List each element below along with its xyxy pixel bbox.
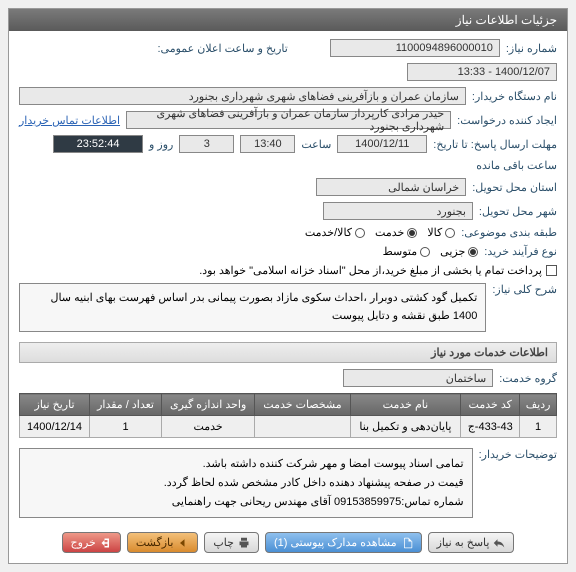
ptype-opt-small[interactable]: جزیی <box>440 245 478 258</box>
svc-group-value: ساختمان <box>343 369 493 387</box>
th-spec: مشخصات خدمت <box>255 394 350 416</box>
ptype-label: نوع فرآیند خرید: <box>484 245 557 258</box>
td-code: 433-43-ج <box>461 416 520 438</box>
td-spec <box>255 416 350 438</box>
th-name: نام خدمت <box>350 394 461 416</box>
table-header-row: ردیف کد خدمت نام خدمت مشخصات خدمت واحد ا… <box>20 394 557 416</box>
button-row: پاسخ به نیاز مشاهده مدارک پیوستی (1) چاپ… <box>19 524 557 555</box>
deadline-date-value: 1400/12/11 <box>337 135 427 153</box>
table-row: 1 433-43-ج پایان‌دهی و تکمیل بنا خدمت 1 … <box>20 416 557 438</box>
requester-value: حیدر مرادی کارپرداز سازمان عمران و بازآف… <box>126 111 451 129</box>
cat-opt-kala[interactable]: کالا <box>427 226 455 239</box>
need-no-value: 1100094896000010 <box>330 39 500 57</box>
hour-label-1: ساعت <box>301 138 331 151</box>
th-code: کد خدمت <box>461 394 520 416</box>
th-row: ردیف <box>520 394 557 416</box>
province-label: استان محل تحویل: <box>472 181 557 194</box>
cat-opt-both[interactable]: کالا/خدمت <box>305 226 365 239</box>
attachment-icon <box>401 537 413 549</box>
exit-button[interactable]: خروج <box>62 532 121 553</box>
services-table: ردیف کد خدمت نام خدمت مشخصات خدمت واحد ا… <box>19 393 557 438</box>
category-label: طبقه بندی موضوعی: <box>461 226 557 239</box>
deadline-time-value: 13:40 <box>240 135 295 153</box>
org-value: سازمان عمران و بازآفرینی فضاهای شهری شهر… <box>19 87 466 105</box>
buyer-notes-box: تمامی اسناد پیوست امضا و مهر شرکت کننده … <box>19 448 473 518</box>
buyer-notes-line3: شماره تماس:09153859975 آقای مهندس ریحانی… <box>28 493 464 512</box>
back-icon <box>177 537 189 549</box>
print-icon <box>238 537 250 549</box>
buyer-contact-link[interactable]: اطلاعات تماس خریدار <box>19 114 120 127</box>
requester-label: ایجاد کننده درخواست: <box>457 114 557 127</box>
need-details-panel: جزئیات اطلاعات نیاز شماره نیاز: 11000948… <box>8 8 568 564</box>
svc-group-label: گروه خدمت: <box>499 372 557 385</box>
print-button[interactable]: چاپ <box>204 532 259 553</box>
td-name: پایان‌دهی و تکمیل بنا <box>350 416 461 438</box>
th-unit: واحد اندازه گیری <box>162 394 255 416</box>
th-qty: تعداد / مقدار <box>90 394 162 416</box>
desc-value: تکمیل گود کشتی دوبرار ،احداث سکوی مازاد … <box>19 283 486 332</box>
days-left-value: 3 <box>179 135 234 153</box>
announce-date-value: 1400/12/07 - 13:33 <box>407 63 557 81</box>
ptype-radios: جزیی متوسط <box>383 245 479 258</box>
buyer-notes-line1: تمامی اسناد پیوست امضا و مهر شرکت کننده … <box>28 455 464 474</box>
td-row: 1 <box>520 416 557 438</box>
reply-icon <box>493 537 505 549</box>
need-no-label: شماره نیاز: <box>506 42 557 55</box>
city-label: شهر محل تحویل: <box>479 205 557 218</box>
days-and-label: روز و <box>149 138 173 151</box>
respond-button[interactable]: پاسخ به نیاز <box>428 532 515 553</box>
view-docs-button[interactable]: مشاهده مدارک پیوستی (1) <box>265 532 422 553</box>
deadline-label: مهلت ارسال پاسخ: تا تاریخ: <box>433 138 557 151</box>
buyer-notes-label: توضیحات خریدار: <box>479 448 557 461</box>
announce-date-label: تاریخ و ساعت اعلان عمومی: <box>157 42 287 55</box>
cat-opt-khedmat[interactable]: خدمت <box>375 226 417 239</box>
panel-body: شماره نیاز: 1100094896000010 تاریخ و ساع… <box>9 31 567 563</box>
treasury-check[interactable]: پرداخت تمام یا بخشی از مبلغ خرید،از محل … <box>199 264 557 277</box>
th-date: تاریخ نیاز <box>20 394 90 416</box>
category-radios: کالا خدمت کالا/خدمت <box>305 226 455 239</box>
back-button[interactable]: بازگشت <box>127 532 199 553</box>
time-left-value: 23:52:44 <box>53 135 143 153</box>
td-date: 1400/12/14 <box>20 416 90 438</box>
desc-label: شرح کلی نیاز: <box>492 283 557 296</box>
province-value: خراسان شمالی <box>316 178 466 196</box>
org-label: نام دستگاه خریدار: <box>472 90 557 103</box>
remain-label: ساعت باقی مانده <box>476 159 557 172</box>
city-value: بجنورد <box>323 202 473 220</box>
services-section-title: اطلاعات خدمات مورد نیاز <box>19 342 557 363</box>
ptype-opt-medium[interactable]: متوسط <box>383 245 431 258</box>
buyer-notes-line2: قیمت در صفحه پیشنهاد دهنده داخل کادر مشخ… <box>28 474 464 493</box>
td-unit: خدمت <box>162 416 255 438</box>
treasury-check-label: پرداخت تمام یا بخشی از مبلغ خرید،از محل … <box>199 264 542 277</box>
exit-icon <box>100 537 112 549</box>
panel-title: جزئیات اطلاعات نیاز <box>9 9 567 31</box>
td-qty: 1 <box>90 416 162 438</box>
